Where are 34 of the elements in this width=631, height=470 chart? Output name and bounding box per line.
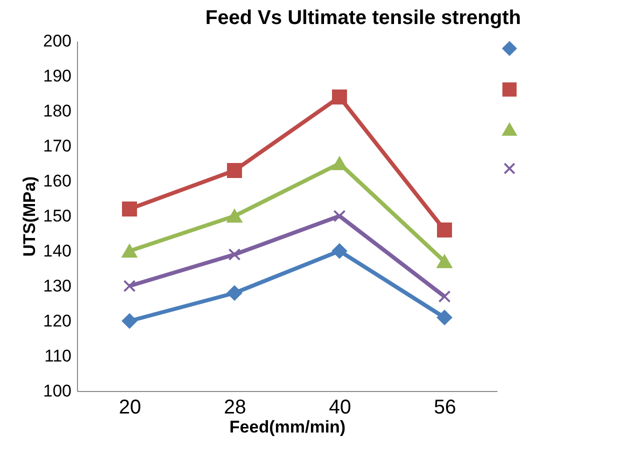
x-tick-label: 56 <box>434 396 456 418</box>
point <box>228 248 241 261</box>
y-tick-label: 180 <box>43 102 72 120</box>
point <box>226 162 242 178</box>
x-tick-label: 40 <box>328 396 352 418</box>
y-tick-label: 130 <box>43 276 72 296</box>
point <box>438 290 451 303</box>
x-axis-title: Feed(mm/min) <box>229 418 346 436</box>
y-tick-label: 150 <box>43 206 72 226</box>
point <box>122 201 138 217</box>
y-tick-label: 140 <box>43 242 72 260</box>
point <box>436 254 452 268</box>
point <box>122 313 138 329</box>
y-tick-label: 160 <box>43 172 72 190</box>
point <box>436 310 452 326</box>
y-tick-label: 100 <box>43 382 72 400</box>
chart-title: Feed Vs Ultimate tensile strength <box>205 7 521 29</box>
point <box>123 280 136 292</box>
point <box>333 210 346 222</box>
point <box>436 222 452 238</box>
y-tick-label: 170 <box>43 136 72 156</box>
y-tick-label: 200 <box>43 32 72 50</box>
point <box>332 89 348 105</box>
y-tick-label: 110 <box>44 346 72 366</box>
y-tick-label: 120 <box>43 312 72 330</box>
x-tick-label: 20 <box>118 396 142 418</box>
point <box>332 156 348 170</box>
point <box>226 209 242 223</box>
point <box>332 243 348 259</box>
y-axis-title: UTS(MPa) <box>20 176 40 257</box>
point <box>122 244 138 258</box>
point <box>226 285 242 301</box>
x-tick-label: 28 <box>224 396 246 418</box>
y-tick-label: 190 <box>43 66 72 86</box>
